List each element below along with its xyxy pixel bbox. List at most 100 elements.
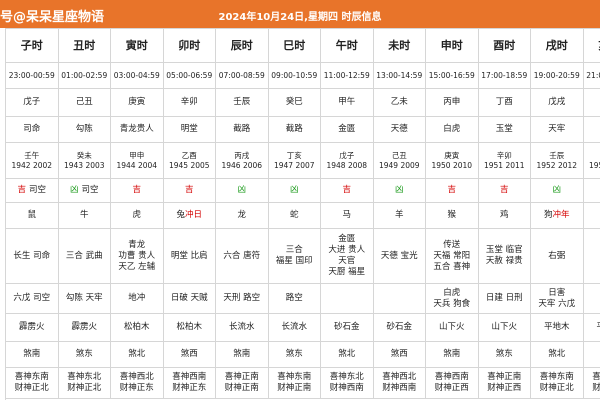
cell-line: 19:00-20:59 <box>533 71 580 80</box>
cell-line: 财神正东 <box>172 383 207 393</box>
cell-line: 青龙 <box>128 239 146 250</box>
cell: 喜神正南 财神正西 <box>477 367 531 399</box>
cell: 猴 <box>425 202 479 229</box>
cell: 亥时 <box>582 28 600 63</box>
cell: 乙酉 1945 2005 <box>162 142 216 179</box>
row: 司命 勾陈 青龙贵人 明堂 截路 截路 金匮 天德 白虎 玉堂 天牢 元武 <box>5 116 600 143</box>
cell-line: 司命 <box>23 124 41 134</box>
cell-line: 勾陈 天牢 <box>65 293 103 303</box>
cell-line: 财神正北 <box>67 383 102 393</box>
cell: 煞东 <box>57 341 111 368</box>
cell: 山下火 <box>425 313 479 342</box>
cell-line: 凶 <box>584 185 600 196</box>
cell: 鼠 <box>5 202 59 229</box>
cell-line: 1949 2009 <box>378 160 420 170</box>
cell: 凶 <box>530 178 584 203</box>
cell: 09:00-10:59 <box>267 62 321 89</box>
cell-line: 煞东 <box>495 349 513 359</box>
cell: 庚寅 <box>110 88 164 117</box>
cell: 戌时 <box>530 28 584 63</box>
cell: 甲申 1944 2004 <box>110 142 164 179</box>
cell-line: 龙 <box>237 210 246 220</box>
cell-line: 松柏木 <box>123 322 150 332</box>
cell-line: 天德 宝光 <box>380 250 418 261</box>
cell: 煞南 <box>215 341 269 368</box>
cell-line: 喜神东南 <box>539 372 574 382</box>
cell: 喜神东南 财神正北 <box>530 367 584 399</box>
cell-line: 天福 常阳 <box>433 250 471 261</box>
cell-line: 财神西南 <box>329 383 364 393</box>
cell: 辛卯 1951 2011 <box>477 142 531 179</box>
cell: 卯时 <box>162 28 216 63</box>
cell: 三合 武曲 <box>57 228 111 284</box>
cell-line: 六戊 司空 <box>13 293 51 303</box>
cell: 青龙贵人 <box>110 116 164 143</box>
cell-line: 喜神西北 <box>382 372 417 382</box>
cell-text: 狗 <box>543 210 553 220</box>
cell-line: 山下火 <box>491 322 517 332</box>
cell: 癸未 1943 2003 <box>57 142 111 179</box>
cell: 戊子 <box>5 88 59 117</box>
cell-text: 凶 <box>237 185 246 195</box>
hour-table: 子时 丑时 寅时 卯时 辰时 巳时 午时 未时 申时 酉时 戌时 亥时 23:00-00:59 01:00… <box>5 28 600 399</box>
cell: 23:00-00:59 <box>5 62 59 89</box>
cell-line: 截路 <box>233 124 251 134</box>
cell-line: 传送 <box>443 239 461 250</box>
row: 喜神东南 财神正北 喜神东北 财神正北 喜神西北 财神正东 喜神西南 财神正东 喜神正南 财神正南… <box>5 367 600 399</box>
cell: 煞南 <box>5 341 59 368</box>
cell: 丙戌 1946 2006 <box>215 142 269 179</box>
cell-line: 财神正西 <box>434 383 469 393</box>
cell: 煞北 <box>320 341 374 368</box>
cell: 戊子 1948 2008 <box>320 142 374 179</box>
cell: 壬午 1942 2002 <box>5 142 59 179</box>
cell: 煞西 <box>162 341 216 368</box>
cell-line: 松柏木 <box>176 322 202 332</box>
cell: 吉 <box>477 178 531 203</box>
cell-text: 兔 <box>176 210 185 220</box>
row: 壬午 1942 2002 癸未 1943 2003 甲申 1944 2004 乙酉 1945 … <box>5 142 600 179</box>
cell-line: 财神正南 <box>224 383 259 393</box>
cell: 勾陈 <box>57 116 111 143</box>
cell: 松柏木 <box>162 313 216 342</box>
cell-line: 未时 <box>388 39 411 52</box>
cell-line: 平地木 <box>543 322 570 332</box>
cell-line: 猴 <box>447 210 456 220</box>
cell-line: 辰时 <box>230 39 253 52</box>
cell: 长生 司命 <box>5 228 59 284</box>
cell: 霹雳火 <box>57 313 111 342</box>
cell: 兔冲日 <box>162 202 216 229</box>
cell: 砂石金 <box>372 313 426 342</box>
cell-line: 福星 国印 <box>275 256 313 266</box>
cell-line: 1945 2005 <box>168 160 210 170</box>
cell-line: 癸巳 <box>285 97 303 107</box>
cell-line: 明堂 <box>180 124 198 134</box>
cell: 长流水 <box>215 313 269 342</box>
cell: 天刑 路空 <box>215 283 269 314</box>
cell-line: 申时 <box>440 39 463 52</box>
cell-line: 吉司空 <box>6 185 57 196</box>
cell-line: 山下火 <box>438 322 465 332</box>
cell-text: 司空 <box>81 185 99 195</box>
cell-line: 天牢 六戊 <box>538 298 576 309</box>
cell-line: 天德 <box>390 124 408 134</box>
cell-line: 09:00-10:59 <box>271 71 318 80</box>
cell-text: 冲年 <box>552 210 570 220</box>
cell-line: 癸巳 <box>584 151 600 161</box>
title: 2024年10月24日,星期四 时辰信息 <box>218 12 382 23</box>
cell-line: 元武 <box>584 293 600 304</box>
cell-line: 己亥 <box>584 97 600 108</box>
cell-line: 喜神东北 <box>67 372 102 382</box>
cell-line: 财神正北 <box>14 383 49 393</box>
cell-line: 财神正北 <box>592 383 600 393</box>
header-bar: 号@呆呆星座物语 2024年10月24日,星期四 时辰信息 <box>0 0 600 28</box>
cell-line: 金匮 <box>338 124 356 134</box>
cell-line: 平地木 <box>584 322 600 333</box>
cell-line: 癸未 <box>76 150 92 160</box>
cell-line: 煞西 <box>390 349 408 359</box>
cell: 辛卯 <box>162 88 216 117</box>
cell: 喜神东北财神正北 <box>57 367 111 399</box>
cell-line: 23:00-00:59 <box>8 71 55 80</box>
cell-line: 丑时 <box>73 39 96 52</box>
cell: 17:00-18:59 <box>477 62 531 89</box>
cell-line: 天牢 <box>548 124 566 134</box>
